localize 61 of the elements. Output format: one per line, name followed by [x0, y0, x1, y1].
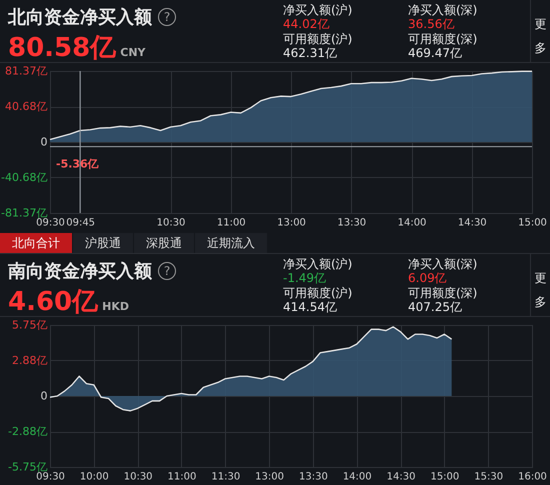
- x-tick-label: 09:30: [36, 218, 65, 228]
- text: 沪股通: [73, 233, 133, 253]
- x-tick-label: 15:00: [430, 472, 460, 482]
- text: 近期流入: [195, 233, 267, 253]
- text: 净买入额(深): [408, 2, 478, 18]
- chart-title: 南向资金净买入额: [8, 261, 152, 282]
- x-tick-label: 14:00: [342, 472, 372, 482]
- x-tick-label: 15:30: [474, 472, 504, 482]
- text: 44.02亿: [283, 16, 330, 33]
- x-tick-label: 13:00: [255, 472, 284, 482]
- text: 6.09亿: [408, 270, 447, 287]
- x-tick-label: 13:30: [337, 218, 366, 228]
- x-tick-label: 15:00: [518, 218, 547, 228]
- x-tick-label: 11:00: [216, 218, 246, 228]
- x-tick-label: 13:00: [277, 218, 306, 228]
- text: 407.25亿: [408, 299, 462, 316]
- text: 净买入额(沪): [283, 256, 352, 272]
- x-tick-label: 09:45: [66, 218, 96, 228]
- x-tick-label: 10:30: [156, 218, 186, 228]
- x-tick-label: 16:00: [518, 472, 547, 482]
- chart-title: 北向资金净买入额: [8, 7, 152, 28]
- text: 可用额度(深): [408, 31, 478, 48]
- text: 可用额度(沪): [283, 31, 352, 48]
- y-tick-label: -5.75亿: [8, 460, 48, 474]
- text: 更多: [530, 0, 550, 62]
- y-tick-label: 81.37亿: [5, 64, 48, 78]
- text: 净买入额(沪): [283, 2, 352, 18]
- text: HKD: [102, 300, 130, 313]
- x-tick-label: 11:00: [168, 472, 196, 482]
- text: 深股通: [134, 233, 194, 253]
- x-tick-label: 14:30: [458, 218, 487, 228]
- y-tick-label: 40.68亿: [5, 100, 48, 114]
- x-tick-label: 13:30: [298, 472, 328, 482]
- y-tick-label: 0: [40, 390, 48, 402]
- text: 80.58亿: [8, 33, 116, 63]
- x-tick-label: 14:30: [386, 472, 416, 482]
- x-tick-label: 10:00: [80, 472, 109, 482]
- y-tick-label: -2.88亿: [8, 425, 48, 438]
- y-tick-label: -81.37亿: [1, 206, 48, 220]
- y-tick-label: -40.68亿: [1, 170, 48, 184]
- text: 469.47亿: [408, 45, 462, 62]
- x-tick-label: 09:30: [36, 472, 65, 482]
- text: 可用额度(沪): [283, 285, 352, 302]
- text: 4.60亿: [8, 287, 98, 317]
- text: ?: [158, 8, 176, 26]
- y-tick-label: 2.88亿: [12, 354, 48, 367]
- text: 北向合计: [0, 233, 72, 253]
- text: ?: [158, 262, 176, 280]
- x-tick-label: 11:30: [211, 472, 240, 482]
- text: CNY: [120, 46, 146, 59]
- text: 净买入额(深): [408, 256, 478, 272]
- text: 可用额度(深): [408, 285, 478, 302]
- y-tick-label: 0: [40, 136, 48, 148]
- text: -1.49亿: [283, 270, 326, 287]
- x-tick-label: 14:00: [398, 218, 426, 228]
- text: 414.54亿: [283, 299, 337, 316]
- x-tick-label: 10:30: [124, 472, 153, 482]
- text: 462.31亿: [283, 45, 337, 62]
- text: 更多: [530, 254, 550, 316]
- text: 36.56亿: [408, 16, 454, 33]
- y-tick-label: 5.75亿: [12, 318, 48, 332]
